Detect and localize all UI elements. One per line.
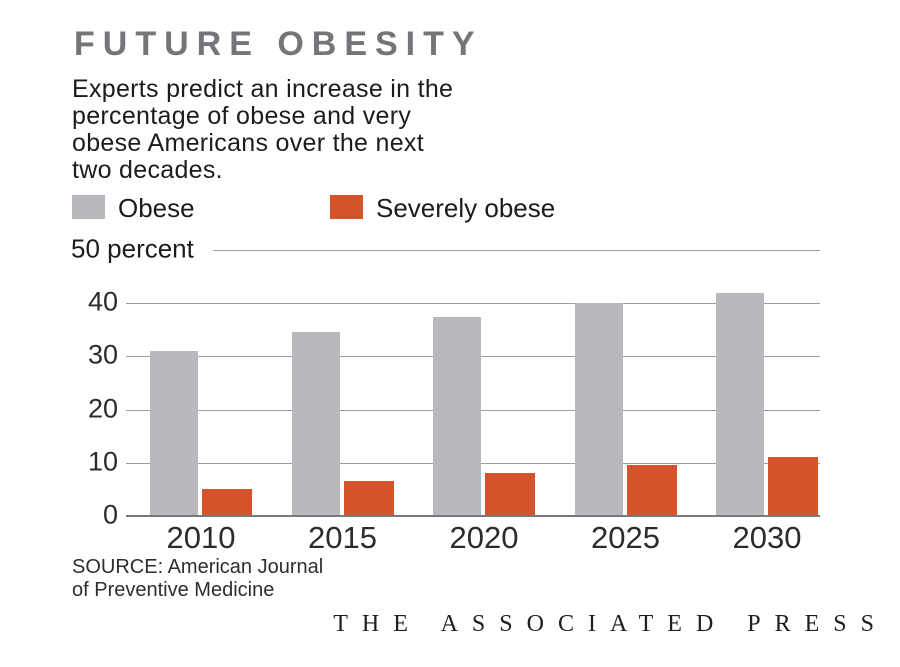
bar-obese-2025	[574, 303, 623, 516]
x-axis-line	[126, 515, 820, 517]
y-tick-label-10: 10	[87, 446, 118, 477]
bar-obese-2030	[716, 292, 764, 516]
bar-severely-obese-2025	[626, 465, 677, 516]
x-tick-label-2020: 2020	[449, 520, 519, 555]
y-tick-label-20: 20	[87, 392, 118, 423]
x-tick-label-2025: 2025	[591, 520, 660, 555]
legend-label-obese: Obese	[118, 193, 195, 223]
chart-subtitle: Experts predict an increase in the perce…	[72, 75, 454, 184]
bar-severely-obese-2020	[485, 473, 535, 516]
source-note: SOURCE: American Journal of Preventive M…	[72, 556, 324, 601]
gridline-40	[126, 303, 820, 305]
bar-obese-2010	[150, 351, 198, 516]
bar-severely-obese-2030	[768, 457, 818, 516]
x-tick-label-2010: 2010	[166, 520, 236, 555]
x-tick-label-2015: 2015	[308, 520, 377, 555]
chart-title: FUTURE OBESITY	[74, 25, 483, 63]
y-axis-top-label: 50 percent	[71, 233, 194, 264]
legend-swatch-obese	[72, 195, 105, 219]
y-tick-label-0: 0	[102, 499, 118, 530]
legend-label-severely-obese: Severely obese	[376, 193, 556, 223]
gridline-50	[213, 250, 820, 251]
legend-swatch-severely-obese	[330, 195, 363, 219]
bar-obese-2015	[291, 332, 340, 516]
y-tick-label-40: 40	[87, 286, 118, 317]
x-tick-label-2030: 2030	[732, 520, 802, 555]
bar-severely-obese-2010	[202, 489, 252, 516]
bar-severely-obese-2015	[343, 481, 394, 516]
bar-obese-2020	[433, 316, 481, 516]
y-tick-label-30: 30	[87, 339, 118, 370]
ap-credit: THE ASSOCIATED PRESS	[333, 611, 888, 637]
